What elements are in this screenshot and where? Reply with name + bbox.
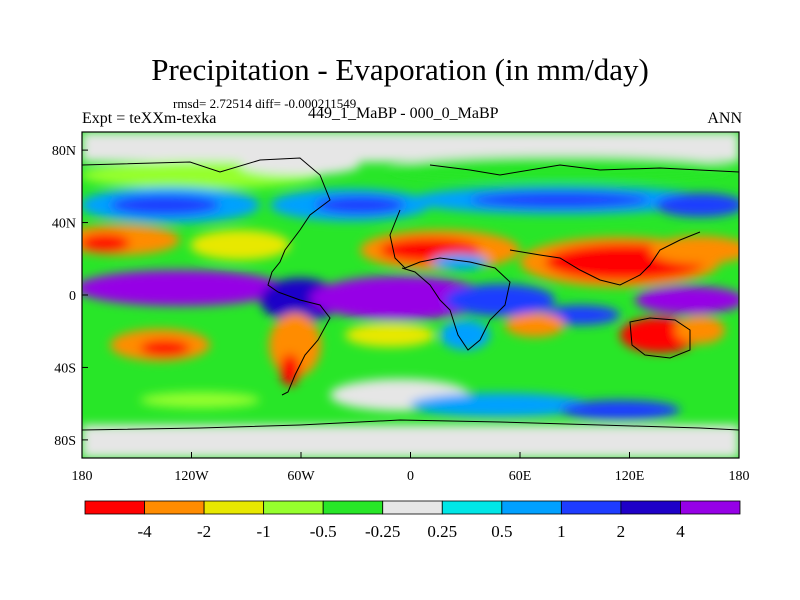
colorbar-swatch [203,500,265,515]
colorbar-label: 2 [617,522,626,541]
lat-tick-label: 80N [52,144,76,159]
colorbar-label: -1 [257,522,271,541]
colorbar-swatch [620,500,681,515]
colorbar-swatch [501,500,562,515]
colorbar-swatch [263,500,324,515]
colorbar-swatch [322,500,384,515]
colorbar-swatch [441,500,503,515]
colorbar-swatch [680,500,741,515]
colorbar-label: -0.25 [365,522,400,541]
lat-tick-label: 0 [69,289,76,304]
colorbar: -4 -2 -1 -0.5 -0.25 0.25 0.5 1 2 4 [84,500,741,541]
lat-tick-label: 40N [52,217,76,232]
lon-tick-label: 60E [509,469,532,484]
colorbar-label: 1 [557,522,566,541]
lon-tick-label: 60W [287,469,315,484]
lat-tick-label: 80S [54,434,76,449]
lon-tick-label: 0 [407,469,414,484]
coastlines [82,157,739,431]
colorbar-swatch [382,500,443,515]
colorbar-label: 4 [676,522,685,541]
plot-title: Precipitation - Evaporation (in mm/day) [151,52,649,87]
colorbar-label: 0.25 [427,522,457,541]
colorbar-label: -0.5 [310,522,337,541]
stats-line: rmsd= 2.72514 diff= -0.000211549 [173,96,357,111]
colorbar-swatch [560,500,622,515]
colorbar-swatch [84,500,145,515]
experiment-label: Expt = teXXm-texka [82,110,217,127]
colorbar-label: 0.5 [491,522,512,541]
lat-tick-label: 40S [54,361,76,376]
season-label: ANN [707,110,742,127]
lon-tick-label: 180 [729,469,750,484]
lon-tick-label: 120E [615,469,645,484]
field-layer [82,132,739,458]
lon-tick-label: 180 [72,469,93,484]
colorbar-label: -2 [197,522,211,541]
lon-axis: 180 120W 60W 0 60E 120E 180 [72,452,750,484]
lat-axis: 80N 40N 0 40S 80S [52,144,88,449]
colorbar-label: -4 [137,522,152,541]
colorbar-swatch [144,500,205,515]
lon-tick-label: 120W [174,469,209,484]
case-label: 449_1_MaBP - 000_0_MaBP [308,105,499,122]
